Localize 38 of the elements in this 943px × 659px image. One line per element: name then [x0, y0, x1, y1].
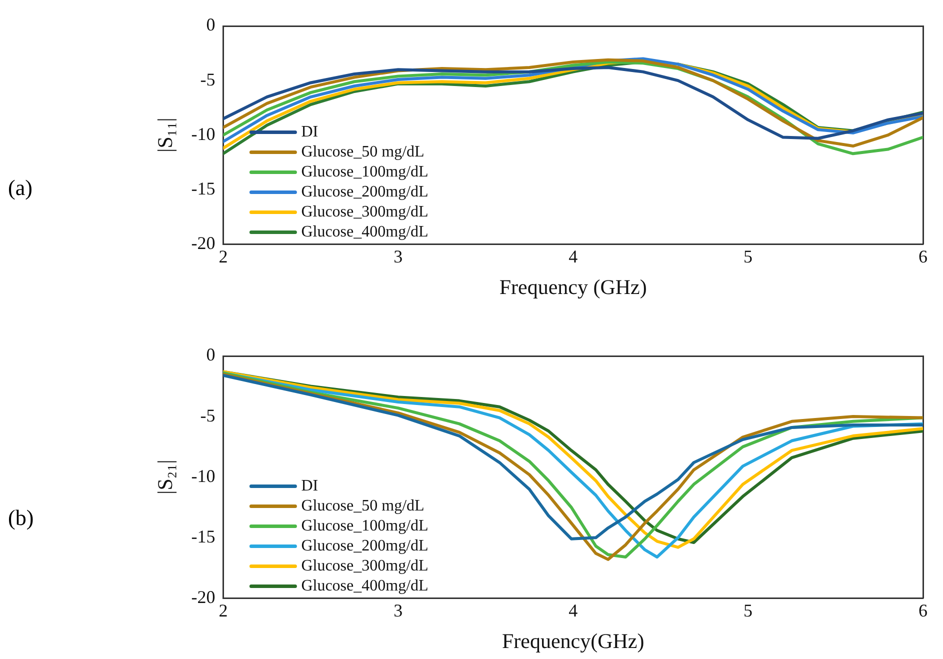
- x-tick-label: 5: [744, 246, 753, 267]
- legend-label: Glucose_100mg/dL: [301, 163, 428, 180]
- y-axis-title: |S₂₁|: [153, 460, 178, 494]
- legend-label: Glucose_400mg/dL: [301, 223, 428, 240]
- x-tick-label: 3: [394, 246, 403, 267]
- text: (b): [8, 505, 34, 531]
- y-tick-label: -15: [191, 526, 216, 546]
- x-tick-label: 6: [918, 600, 928, 621]
- y-tick-label: -5: [200, 69, 216, 90]
- legend-label: Glucose_400mg/dL: [301, 577, 428, 594]
- y-tick-label: -20: [191, 586, 216, 607]
- y-tick-label: -15: [191, 178, 216, 198]
- legend-label: Glucose_200mg/dL: [301, 537, 428, 554]
- legend-label: Glucose_300mg/dL: [301, 557, 428, 574]
- legend-label: Glucose_50 mg/dL: [301, 497, 424, 514]
- y-tick-label: -10: [191, 124, 216, 144]
- x-tick-label: 2: [218, 600, 228, 621]
- legend-label: Glucose_100mg/dL: [301, 517, 428, 534]
- x-tick-label: 5: [744, 600, 753, 621]
- legend-label: Glucose_200mg/dL: [301, 183, 428, 200]
- text: (a): [8, 175, 32, 201]
- x-tick-label: 6: [918, 246, 928, 267]
- x-axis-title: Frequency (GHz): [499, 274, 647, 299]
- y-tick-label: -10: [191, 466, 216, 486]
- x-tick-label: 2: [218, 246, 228, 267]
- legend-label: Glucose_50 mg/dL: [301, 143, 424, 160]
- legend-label: DI: [301, 477, 318, 494]
- x-tick-label: 3: [394, 600, 403, 621]
- legend-label: DI: [301, 123, 318, 140]
- y-tick-label: 0: [206, 344, 216, 365]
- x-axis-title: Frequency(GHz): [502, 628, 644, 653]
- y-axis-title: |S₁₁|: [153, 118, 178, 152]
- y-tick-label: 0: [206, 14, 216, 35]
- y-tick-label: -5: [200, 405, 216, 426]
- legend-label: Glucose_300mg/dL: [301, 203, 428, 220]
- y-tick-label: -20: [191, 232, 216, 253]
- x-tick-label: 4: [568, 600, 578, 621]
- x-tick-label: 4: [568, 246, 578, 267]
